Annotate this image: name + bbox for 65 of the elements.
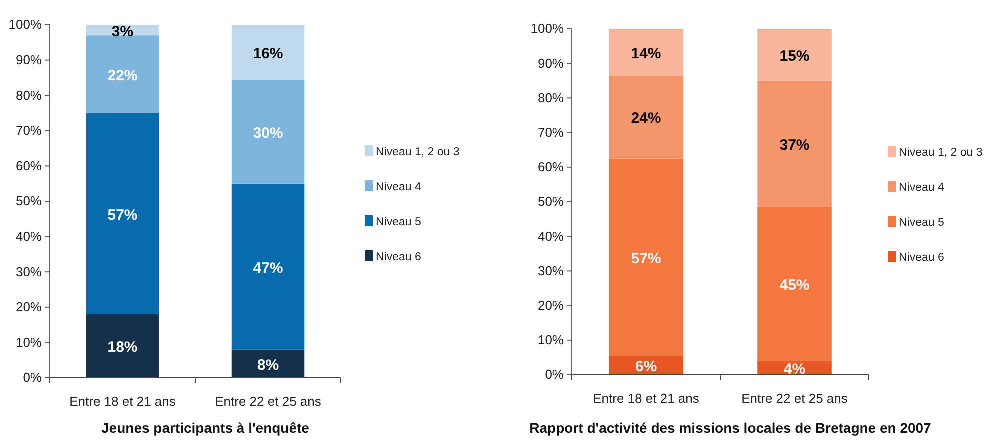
bar — [609, 158, 684, 356]
data-label: 4% — [784, 361, 806, 378]
y-tick-label: 70% — [538, 124, 564, 140]
legend-label: Niveau 4 — [376, 182, 422, 194]
legend-label: Niveau 6 — [899, 252, 944, 264]
x-tick-label: Entre 22 et 25 ans — [742, 391, 848, 406]
legend-label: Niveau 6 — [376, 252, 422, 264]
data-label: 57% — [631, 250, 662, 268]
x-tick-label: Entre 18 et 21 ans — [593, 391, 700, 406]
legend-label: Niveau 4 — [899, 182, 945, 194]
bar — [758, 80, 832, 208]
legend-label: Niveau 5 — [376, 216, 422, 228]
y-tick-label: 20% — [538, 298, 564, 313]
data-label: 14% — [631, 45, 662, 62]
data-label: 15% — [780, 48, 810, 65]
data-label: 47% — [253, 260, 284, 277]
data-label: 3% — [112, 23, 134, 40]
data-label: 6% — [635, 358, 658, 376]
y-tick-label: 10% — [16, 334, 42, 350]
y-tick-label: 40% — [16, 228, 42, 244]
text: Jeunes participants à l'enquête — [102, 420, 310, 436]
bar — [86, 113, 160, 314]
bar — [86, 314, 160, 378]
bar — [609, 76, 684, 159]
bar — [86, 36, 160, 114]
y-tick-label: 90% — [538, 56, 564, 71]
data-label: 18% — [108, 339, 138, 356]
legend-label: Niveau 1, 2 ou 3 — [899, 147, 983, 159]
data-label: 37% — [780, 137, 810, 154]
y-tick-label: 30% — [538, 263, 564, 278]
data-label: 24% — [631, 110, 662, 128]
y-tick-label: 100% — [8, 17, 42, 32]
bar — [232, 25, 305, 80]
text: Rapport d'activité des missions locales de Bretagne en 2007 — [530, 420, 932, 436]
bar — [232, 184, 305, 350]
bar — [232, 80, 305, 184]
data-label: 16% — [253, 45, 284, 62]
x-tick-label: Entre 22 et 25 ans — [215, 394, 322, 409]
y-tick-label: 0% — [545, 367, 564, 382]
y-tick-label: 70% — [16, 123, 42, 138]
bar — [758, 207, 832, 362]
bar — [758, 29, 832, 81]
data-label: 8% — [257, 356, 280, 374]
y-tick-label: 60% — [538, 160, 564, 175]
bar — [232, 350, 305, 378]
data-label: 22% — [108, 67, 138, 84]
legend-label: Niveau 1, 2 ou 3 — [376, 146, 460, 158]
y-tick-label: 80% — [16, 88, 42, 103]
y-tick-label: 50% — [16, 194, 42, 209]
data-label: 30% — [253, 124, 284, 142]
y-tick-label: 80% — [538, 90, 564, 106]
y-tick-label: 60% — [16, 158, 42, 174]
x-tick-label: Entre 18 et 21 ans — [70, 394, 176, 409]
y-tick-label: 20% — [16, 300, 42, 315]
legend-label: Niveau 5 — [899, 217, 944, 229]
data-label: 45% — [780, 277, 810, 294]
y-tick-label: 90% — [16, 52, 42, 68]
y-tick-label: 50% — [538, 194, 564, 210]
y-tick-label: 30% — [16, 264, 42, 280]
y-tick-label: 10% — [538, 332, 564, 348]
y-tick-label: 100% — [530, 21, 564, 36]
data-label: 57% — [108, 206, 138, 224]
y-tick-label: 0% — [23, 370, 42, 386]
bar — [609, 29, 684, 76]
y-tick-label: 40% — [538, 228, 564, 244]
